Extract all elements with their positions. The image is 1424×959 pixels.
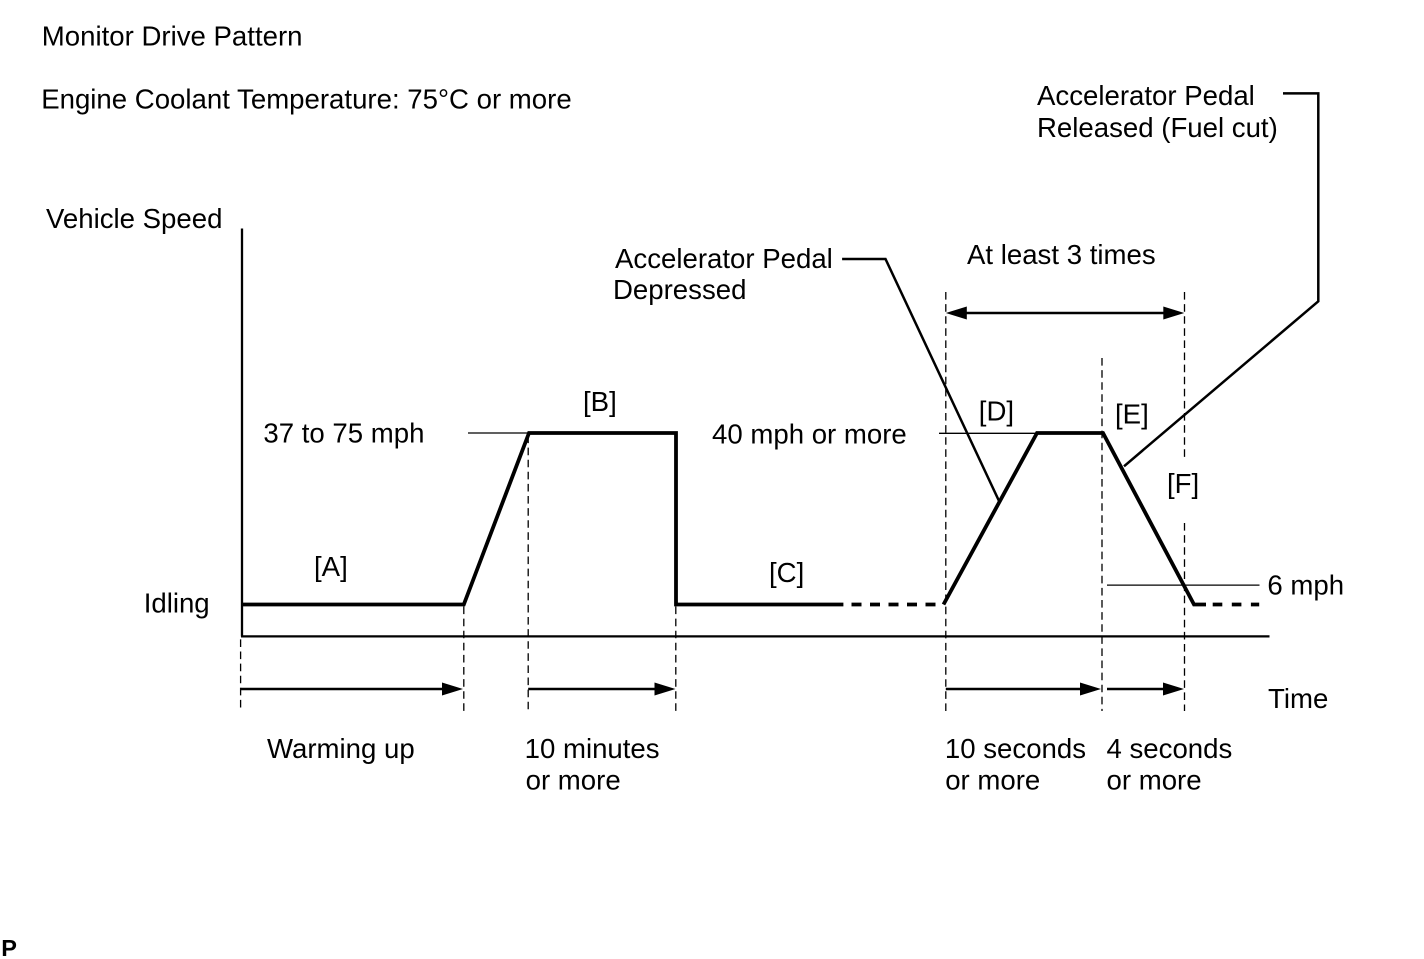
svg-text:10 minutes: 10 minutes (525, 733, 660, 764)
svg-text:Depressed: Depressed (613, 274, 746, 305)
svg-text:Accelerator Pedal: Accelerator Pedal (615, 243, 833, 274)
svg-text:Warming up: Warming up (267, 733, 415, 764)
svg-text:Accelerator Pedal: Accelerator Pedal (1037, 80, 1255, 111)
svg-text:4 seconds: 4 seconds (1107, 733, 1233, 764)
svg-text:[E]: [E] (1115, 398, 1149, 429)
svg-text:or more: or more (1107, 765, 1202, 796)
svg-text:[F]: [F] (1167, 468, 1199, 499)
svg-text:Idling: Idling (144, 588, 210, 619)
svg-text:Monitor Drive Pattern: Monitor Drive Pattern (42, 21, 303, 52)
svg-text:[C]: [C] (769, 557, 804, 588)
svg-text:Vehicle Speed: Vehicle Speed (46, 203, 222, 234)
svg-text:40 mph or more: 40 mph or more (712, 419, 907, 450)
svg-text:10 seconds: 10 seconds (945, 733, 1086, 764)
svg-text:P: P (1, 935, 17, 959)
svg-text:6 mph: 6 mph (1267, 569, 1344, 600)
svg-text:[B]: [B] (583, 386, 617, 417)
svg-text:Released (Fuel cut): Released (Fuel cut) (1037, 112, 1278, 143)
svg-text:Time: Time (1268, 683, 1328, 714)
svg-text:[D]: [D] (979, 396, 1014, 427)
svg-text:[A]: [A] (314, 551, 348, 582)
svg-text:37 to 75 mph: 37 to 75 mph (263, 418, 424, 449)
svg-text:Engine Coolant Temperature: 75: Engine Coolant Temperature: 75°C or more (41, 84, 572, 115)
svg-text:or more: or more (945, 765, 1040, 796)
svg-text:At least 3 times: At least 3 times (967, 239, 1156, 270)
svg-text:or more: or more (526, 765, 621, 796)
